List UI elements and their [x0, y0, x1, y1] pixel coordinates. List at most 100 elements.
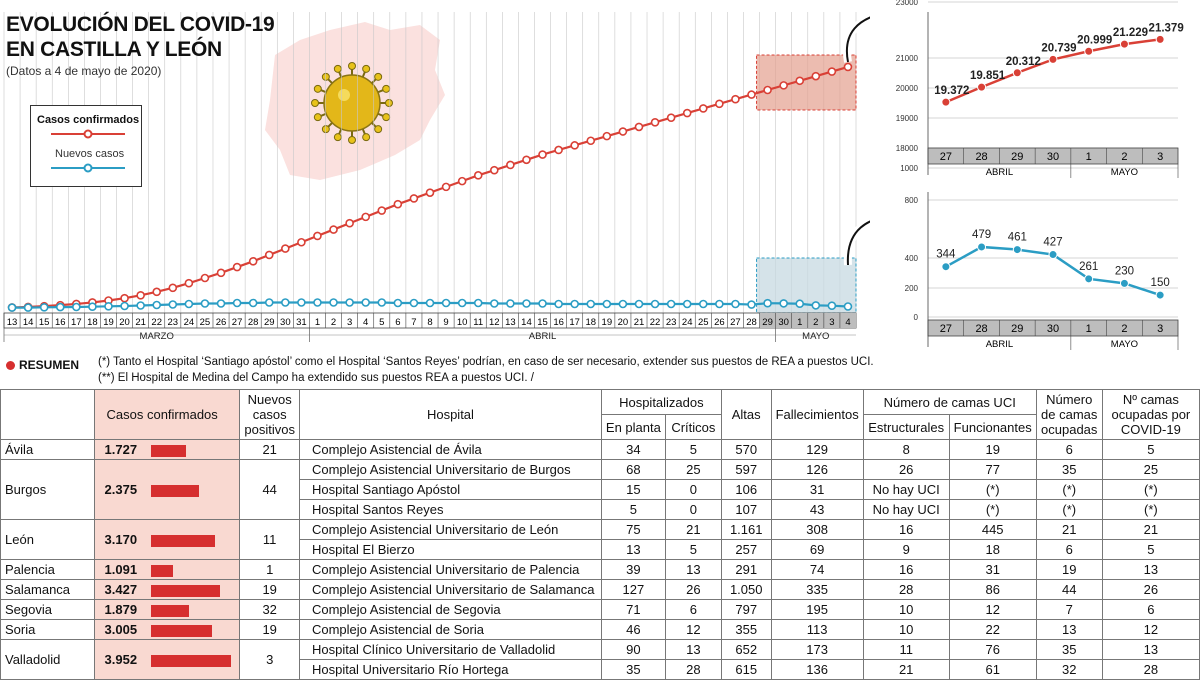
province-nuevos: 19	[239, 579, 300, 600]
x-tick-label: 27	[232, 317, 243, 328]
point-confirmed	[425, 188, 435, 197]
y-tick-label: 0	[914, 313, 919, 322]
x-tick-label: 14	[521, 317, 532, 328]
cell-en-planta: 127	[600, 579, 666, 600]
zoom-point-new	[977, 242, 987, 252]
hospital-table: Casos confirmados Nuevos casos positivos…	[0, 389, 1200, 680]
y-tick-label: 20000	[896, 84, 919, 93]
summary-notes: (*) Tanto el Hospital ‘Santiago apóstol’…	[98, 354, 874, 386]
point-new	[554, 299, 563, 309]
y-tick-label: 400	[905, 254, 919, 263]
casos-value: 3.952	[104, 652, 138, 667]
point-confirmed	[538, 150, 547, 159]
cell-criticos: 21	[664, 519, 722, 540]
cell-estructurales: 16	[862, 519, 950, 540]
header-camas-uci: Número de camas UCI	[862, 389, 1037, 415]
province-casos: 1.879	[93, 599, 241, 620]
point-confirmed	[457, 176, 467, 186]
table-row: León 3.170 11 Complejo Asistencial Universi…	[0, 519, 1200, 560]
point-new	[345, 298, 354, 307]
province-name: León	[0, 519, 95, 560]
zoom-x-tick: 28	[975, 323, 987, 335]
header-ocupadas: Número de camas ocupadas	[1035, 389, 1103, 440]
x-tick-label: 27	[730, 317, 741, 328]
cell-ocupadas: 35	[1035, 459, 1103, 480]
point-new	[184, 299, 194, 309]
cell-covid: (*)	[1101, 499, 1200, 520]
x-tick-label: 14	[23, 317, 34, 328]
hospital-name: Hospital Santiago Apóstol	[298, 479, 602, 500]
point-new	[747, 300, 756, 309]
point-confirmed	[345, 218, 354, 228]
x-tick-label: 10	[457, 317, 468, 328]
province-name: Palencia	[0, 559, 95, 580]
cell-ocupadas: (*)	[1035, 499, 1103, 520]
point-new	[843, 302, 853, 311]
x-tick-label: 6	[395, 317, 400, 328]
hospital-name: Complejo Asistencial de Soria	[298, 619, 602, 640]
y-tick-label: 21000	[896, 54, 919, 63]
x-tick-label: 19	[103, 317, 114, 328]
cell-altas: 291	[720, 559, 772, 580]
y-tick-label: 19000	[896, 114, 919, 123]
hospital-name: Hospital Santos Reyes	[298, 499, 602, 520]
zoom-value-label: 230	[1115, 265, 1134, 277]
y-tick-label: 200	[905, 284, 919, 293]
x-tick-label: 24	[682, 317, 693, 328]
point-new	[602, 299, 612, 309]
cell-en-planta: 5	[600, 499, 666, 520]
header-fallecimientos: Fallecimientos	[770, 389, 864, 440]
point-new	[264, 298, 274, 307]
province-name: Valladolid	[0, 639, 95, 680]
zoom-value-label: 479	[972, 229, 991, 241]
y-tick-label: 800	[905, 196, 919, 205]
x-tick-label: 8	[427, 317, 432, 328]
cell-criticos: 28	[664, 659, 722, 680]
point-confirmed	[554, 145, 563, 155]
province-name: Burgos	[0, 459, 95, 520]
zoom-value-label: 461	[1008, 232, 1027, 244]
x-tick-label: 11	[473, 317, 483, 328]
cell-fallecimientos: 308	[770, 519, 864, 540]
x-tick-label: 31	[296, 317, 307, 328]
cell-criticos: 0	[664, 499, 722, 520]
x-tick-label: 29	[264, 317, 275, 328]
province-casos: 3.005	[93, 619, 241, 640]
cell-estructurales: No hay UCI	[862, 479, 950, 500]
zoom-value-label: 19.372	[934, 85, 969, 97]
point-confirmed	[650, 117, 660, 127]
chart-title-line1: EVOLUCIÓN DEL COVID-19	[6, 13, 275, 36]
point-new	[7, 303, 17, 312]
x-tick-label: 25	[698, 317, 709, 328]
point-new	[715, 299, 724, 309]
cell-covid: 13	[1101, 559, 1200, 580]
hospital-name: Complejo Asistencial Universitario de Sa…	[298, 579, 602, 600]
point-new	[763, 298, 772, 308]
casos-bar	[150, 534, 215, 547]
table-row: Ávila 1.727 21 Complejo Asistencial de Ávil…	[0, 439, 1200, 460]
point-confirmed	[731, 94, 740, 104]
legend-new-marker	[83, 163, 93, 173]
cell-covid: 5	[1101, 539, 1200, 560]
point-confirmed	[409, 194, 419, 203]
table-row: Soria 3.005 19 Complejo Asistencial de Sori…	[0, 619, 1200, 640]
highlight-confirmed-box	[756, 54, 857, 111]
casos-bar	[150, 624, 212, 637]
cell-ocupadas: 35	[1035, 639, 1103, 660]
main-chart: 13 14 15 16 17 18 19 20 21 22 23 24 25 26 27 28 29 30 31 1 2…	[3, 12, 870, 342]
zoom-point-confirmed	[1119, 39, 1129, 49]
province-casos: 1.091	[93, 559, 241, 580]
point-confirmed	[184, 278, 194, 288]
zoom-month-label: MAYO	[1111, 167, 1138, 178]
point-new	[827, 301, 837, 311]
zoom-x-tick: 27	[940, 323, 952, 335]
cell-covid: 26	[1101, 579, 1200, 600]
point-new	[473, 298, 483, 308]
casos-value: 3.170	[104, 532, 138, 547]
header-funcionantes: Funcionantes	[948, 414, 1037, 440]
point-confirmed	[248, 256, 258, 266]
point-confirmed	[441, 182, 451, 192]
cell-funcionantes: 12	[948, 599, 1037, 620]
header-criticos: Críticos	[664, 414, 722, 440]
zoom-point-confirmed	[1155, 34, 1165, 44]
